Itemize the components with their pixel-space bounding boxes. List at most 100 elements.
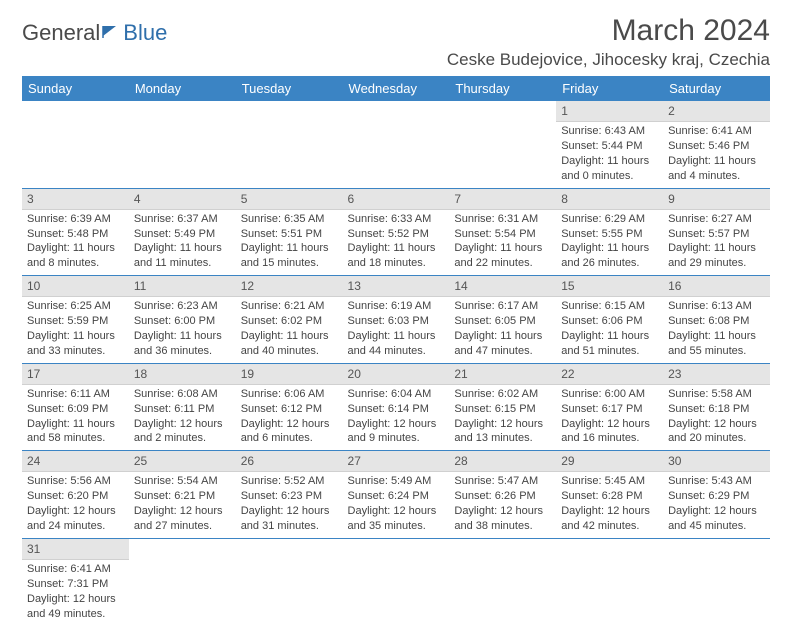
sunset-line: Sunset: 6:14 PM [348, 402, 445, 417]
day-body: Sunrise: 6:43 AMSunset: 5:44 PMDaylight:… [556, 122, 663, 187]
day-body: Sunrise: 6:37 AMSunset: 5:49 PMDaylight:… [129, 210, 236, 275]
sunset-line: Sunset: 6:02 PM [241, 314, 338, 329]
sunrise-line: Sunrise: 6:21 AM [241, 299, 338, 314]
sunrise-line: Sunrise: 5:47 AM [454, 474, 551, 489]
calendar-cell [129, 101, 236, 188]
sunset-line: Sunset: 5:52 PM [348, 227, 445, 242]
sunset-line: Sunset: 6:09 PM [27, 402, 124, 417]
sunset-line: Sunset: 6:23 PM [241, 489, 338, 504]
day-number: 6 [343, 189, 450, 210]
month-title: March 2024 [447, 14, 770, 48]
sunset-line: Sunset: 6:05 PM [454, 314, 551, 329]
daylight-line: Daylight: 12 hours and 2 minutes. [134, 417, 231, 447]
sunset-line: Sunset: 6:12 PM [241, 402, 338, 417]
sunset-line: Sunset: 7:31 PM [27, 577, 124, 592]
day-header: Thursday [449, 76, 556, 101]
calendar-week-row: 17Sunrise: 6:11 AMSunset: 6:09 PMDayligh… [22, 363, 770, 451]
calendar-cell: 20Sunrise: 6:04 AMSunset: 6:14 PMDayligh… [343, 363, 450, 451]
day-number: 22 [556, 364, 663, 385]
calendar-cell: 30Sunrise: 5:43 AMSunset: 6:29 PMDayligh… [663, 451, 770, 539]
daylight-line: Daylight: 11 hours and 15 minutes. [241, 241, 338, 271]
calendar-week-row: 10Sunrise: 6:25 AMSunset: 5:59 PMDayligh… [22, 276, 770, 364]
day-number: 7 [449, 189, 556, 210]
day-body: Sunrise: 6:17 AMSunset: 6:05 PMDaylight:… [449, 297, 556, 362]
daylight-line: Daylight: 12 hours and 13 minutes. [454, 417, 551, 447]
sunset-line: Sunset: 5:55 PM [561, 227, 658, 242]
daylight-line: Daylight: 11 hours and 55 minutes. [668, 329, 765, 359]
sunrise-line: Sunrise: 6:13 AM [668, 299, 765, 314]
sunrise-line: Sunrise: 6:02 AM [454, 387, 551, 402]
day-body: Sunrise: 5:45 AMSunset: 6:28 PMDaylight:… [556, 472, 663, 537]
day-body: Sunrise: 5:54 AMSunset: 6:21 PMDaylight:… [129, 472, 236, 537]
calendar-cell: 25Sunrise: 5:54 AMSunset: 6:21 PMDayligh… [129, 451, 236, 539]
day-header: Monday [129, 76, 236, 101]
daylight-line: Daylight: 12 hours and 24 minutes. [27, 504, 124, 534]
calendar-cell: 14Sunrise: 6:17 AMSunset: 6:05 PMDayligh… [449, 276, 556, 364]
day-body: Sunrise: 6:31 AMSunset: 5:54 PMDaylight:… [449, 210, 556, 275]
sunset-line: Sunset: 6:29 PM [668, 489, 765, 504]
sunrise-line: Sunrise: 6:06 AM [241, 387, 338, 402]
sunrise-line: Sunrise: 6:17 AM [454, 299, 551, 314]
day-number: 27 [343, 451, 450, 472]
sunset-line: Sunset: 6:24 PM [348, 489, 445, 504]
calendar-cell: 15Sunrise: 6:15 AMSunset: 6:06 PMDayligh… [556, 276, 663, 364]
sunrise-line: Sunrise: 6:25 AM [27, 299, 124, 314]
day-header: Tuesday [236, 76, 343, 101]
daylight-line: Daylight: 12 hours and 27 minutes. [134, 504, 231, 534]
sunset-line: Sunset: 6:28 PM [561, 489, 658, 504]
sunrise-line: Sunrise: 6:41 AM [668, 124, 765, 139]
day-body: Sunrise: 6:27 AMSunset: 5:57 PMDaylight:… [663, 210, 770, 275]
day-number: 24 [22, 451, 129, 472]
calendar-cell: 22Sunrise: 6:00 AMSunset: 6:17 PMDayligh… [556, 363, 663, 451]
daylight-line: Daylight: 11 hours and 8 minutes. [27, 241, 124, 271]
sunset-line: Sunset: 5:59 PM [27, 314, 124, 329]
day-body: Sunrise: 5:43 AMSunset: 6:29 PMDaylight:… [663, 472, 770, 537]
daylight-line: Daylight: 12 hours and 45 minutes. [668, 504, 765, 534]
sunset-line: Sunset: 5:57 PM [668, 227, 765, 242]
calendar-cell: 10Sunrise: 6:25 AMSunset: 5:59 PMDayligh… [22, 276, 129, 364]
day-number: 28 [449, 451, 556, 472]
day-number: 2 [663, 101, 770, 122]
daylight-line: Daylight: 11 hours and 33 minutes. [27, 329, 124, 359]
day-number: 21 [449, 364, 556, 385]
sunrise-line: Sunrise: 6:41 AM [27, 562, 124, 577]
daylight-line: Daylight: 11 hours and 26 minutes. [561, 241, 658, 271]
sunset-line: Sunset: 5:48 PM [27, 227, 124, 242]
calendar-cell: 3Sunrise: 6:39 AMSunset: 5:48 PMDaylight… [22, 188, 129, 276]
day-body: Sunrise: 6:21 AMSunset: 6:02 PMDaylight:… [236, 297, 343, 362]
sunrise-line: Sunrise: 6:27 AM [668, 212, 765, 227]
sunset-line: Sunset: 5:46 PM [668, 139, 765, 154]
sunrise-line: Sunrise: 5:52 AM [241, 474, 338, 489]
sunset-line: Sunset: 6:08 PM [668, 314, 765, 329]
calendar-cell [449, 101, 556, 188]
day-number: 8 [556, 189, 663, 210]
calendar-cell: 12Sunrise: 6:21 AMSunset: 6:02 PMDayligh… [236, 276, 343, 364]
daylight-line: Daylight: 11 hours and 11 minutes. [134, 241, 231, 271]
day-number: 4 [129, 189, 236, 210]
sunrise-line: Sunrise: 6:39 AM [27, 212, 124, 227]
sunset-line: Sunset: 5:54 PM [454, 227, 551, 242]
day-body: Sunrise: 6:29 AMSunset: 5:55 PMDaylight:… [556, 210, 663, 275]
daylight-line: Daylight: 11 hours and 40 minutes. [241, 329, 338, 359]
sunset-line: Sunset: 6:06 PM [561, 314, 658, 329]
calendar-cell: 11Sunrise: 6:23 AMSunset: 6:00 PMDayligh… [129, 276, 236, 364]
sunset-line: Sunset: 6:00 PM [134, 314, 231, 329]
day-header: Wednesday [343, 76, 450, 101]
logo-text-blue: Blue [123, 20, 167, 46]
day-number: 11 [129, 276, 236, 297]
logo-text-general: General [22, 20, 100, 46]
calendar-cell: 4Sunrise: 6:37 AMSunset: 5:49 PMDaylight… [129, 188, 236, 276]
calendar-cell: 21Sunrise: 6:02 AMSunset: 6:15 PMDayligh… [449, 363, 556, 451]
calendar-week-row: 24Sunrise: 5:56 AMSunset: 6:20 PMDayligh… [22, 451, 770, 539]
calendar-cell: 28Sunrise: 5:47 AMSunset: 6:26 PMDayligh… [449, 451, 556, 539]
daylight-line: Daylight: 11 hours and 47 minutes. [454, 329, 551, 359]
calendar-cell: 27Sunrise: 5:49 AMSunset: 6:24 PMDayligh… [343, 451, 450, 539]
sunrise-line: Sunrise: 6:29 AM [561, 212, 658, 227]
daylight-line: Daylight: 11 hours and 18 minutes. [348, 241, 445, 271]
day-body: Sunrise: 6:06 AMSunset: 6:12 PMDaylight:… [236, 385, 343, 450]
calendar-cell: 5Sunrise: 6:35 AMSunset: 5:51 PMDaylight… [236, 188, 343, 276]
daylight-line: Daylight: 12 hours and 6 minutes. [241, 417, 338, 447]
sunrise-line: Sunrise: 6:35 AM [241, 212, 338, 227]
daylight-line: Daylight: 11 hours and 58 minutes. [27, 417, 124, 447]
calendar-cell: 16Sunrise: 6:13 AMSunset: 6:08 PMDayligh… [663, 276, 770, 364]
